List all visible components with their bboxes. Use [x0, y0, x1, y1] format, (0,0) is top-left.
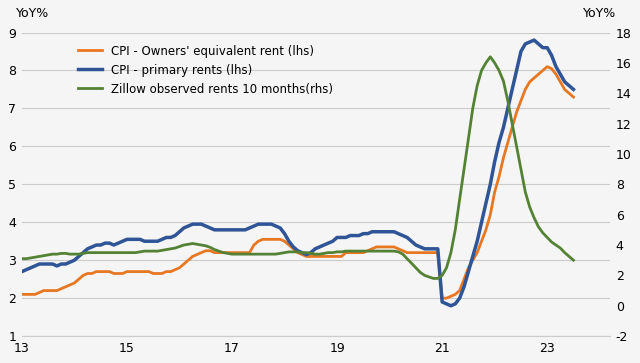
CPI - primary rents (lhs) [570, 87, 577, 91]
CPI - primary rents (lhs) [530, 38, 538, 42]
Zillow observed rents 10 months(rhs) [276, 251, 284, 256]
CPI - primary rents (lhs) [447, 303, 455, 308]
CPI - primary rents (lhs) [18, 269, 26, 274]
CPI - primary rents (lhs) [158, 237, 166, 241]
Text: YoY%: YoY% [583, 7, 616, 20]
CPI - Owners' equivalent rent (lhs) [53, 288, 61, 293]
CPI - Owners' equivalent rent (lhs) [276, 237, 284, 241]
Zillow observed rents 10 months(rhs) [158, 248, 166, 253]
CPI - Owners' equivalent rent (lhs) [381, 245, 389, 249]
CPI - primary rents (lhs) [53, 264, 61, 268]
CPI - Owners' equivalent rent (lhs) [158, 271, 166, 276]
Zillow observed rents 10 months(rhs) [381, 249, 389, 253]
CPI - primary rents (lhs) [276, 226, 284, 230]
CPI - Owners' equivalent rent (lhs) [18, 292, 26, 297]
CPI - primary rents (lhs) [355, 233, 363, 238]
Zillow observed rents 10 months(rhs) [355, 249, 363, 253]
Legend: CPI - Owners' equivalent rent (lhs), CPI - primary rents (lhs), Zillow observed : CPI - Owners' equivalent rent (lhs), CPI… [75, 41, 337, 99]
Zillow observed rents 10 months(rhs) [429, 276, 437, 281]
CPI - Owners' equivalent rent (lhs) [355, 250, 363, 255]
Line: CPI - Owners' equivalent rent (lhs): CPI - Owners' equivalent rent (lhs) [22, 67, 573, 298]
CPI - Owners' equivalent rent (lhs) [438, 296, 446, 300]
Zillow observed rents 10 months(rhs) [486, 54, 494, 59]
Zillow observed rents 10 months(rhs) [53, 252, 61, 256]
Zillow observed rents 10 months(rhs) [570, 258, 577, 262]
Line: CPI - primary rents (lhs): CPI - primary rents (lhs) [22, 40, 573, 306]
CPI - Owners' equivalent rent (lhs) [543, 65, 551, 69]
Zillow observed rents 10 months(rhs) [342, 249, 349, 253]
CPI - Owners' equivalent rent (lhs) [570, 95, 577, 99]
CPI - Owners' equivalent rent (lhs) [342, 250, 349, 255]
Zillow observed rents 10 months(rhs) [18, 257, 26, 261]
Line: Zillow observed rents 10 months(rhs): Zillow observed rents 10 months(rhs) [22, 57, 573, 278]
Text: YoY%: YoY% [16, 7, 49, 20]
CPI - primary rents (lhs) [381, 229, 389, 234]
CPI - primary rents (lhs) [342, 235, 349, 240]
